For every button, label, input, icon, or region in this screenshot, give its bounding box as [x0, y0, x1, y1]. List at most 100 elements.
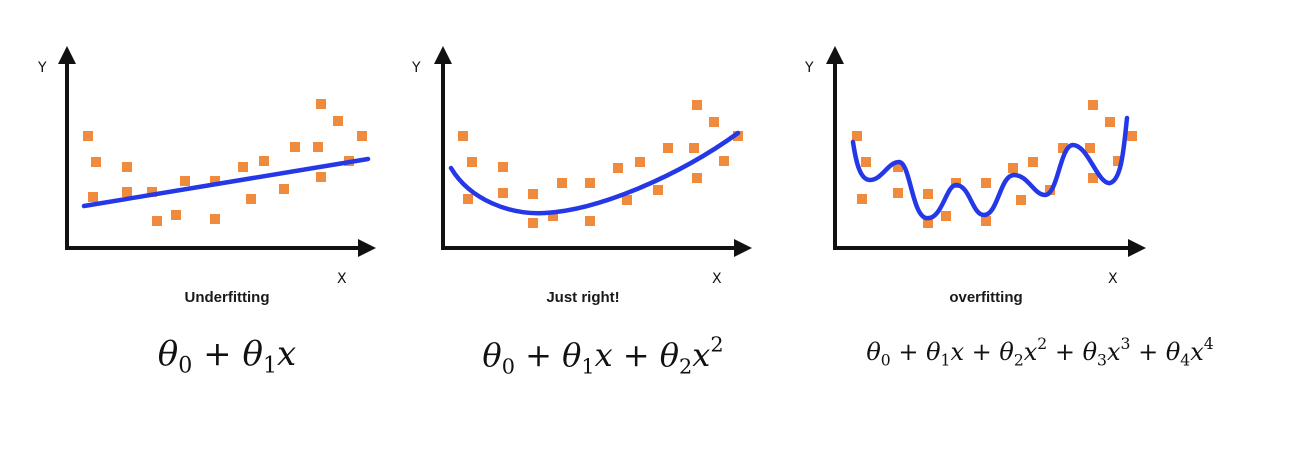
data-point — [548, 211, 558, 221]
data-point — [719, 156, 729, 166]
x-axis-label: X — [337, 271, 347, 287]
data-point — [180, 176, 190, 186]
data-point — [91, 157, 101, 167]
x-axis-label: X — [712, 271, 722, 287]
data-point — [635, 157, 645, 167]
formula-operator: + — [1130, 338, 1166, 366]
data-point — [1127, 131, 1137, 141]
x-axis-label: X — [1108, 271, 1118, 287]
data-point — [692, 100, 702, 110]
x-axis-arrow-icon — [358, 239, 376, 257]
formula-term: θ1x — [242, 334, 297, 379]
data-point — [1008, 163, 1018, 173]
data-point — [653, 185, 663, 195]
data-point — [1028, 157, 1038, 167]
data-point — [458, 131, 468, 141]
data-point — [893, 188, 903, 198]
y-axis-label: Y — [805, 60, 814, 76]
data-point — [238, 162, 248, 172]
data-point — [333, 116, 343, 126]
data-point — [313, 142, 323, 152]
fit-curve — [850, 115, 1130, 221]
data-point — [893, 162, 903, 172]
x-axis-arrow-icon — [1128, 239, 1146, 257]
data-point — [316, 99, 326, 109]
y-axis-label: Y — [412, 60, 421, 76]
data-point — [357, 131, 367, 141]
data-point — [210, 176, 220, 186]
y-axis-arrow-icon — [434, 46, 452, 64]
data-point — [557, 178, 567, 188]
data-point — [528, 218, 538, 228]
data-point — [692, 173, 702, 183]
formula-operator: + — [514, 336, 563, 374]
formula-term: θ1x — [562, 336, 613, 379]
fit-curve — [448, 130, 741, 216]
data-point — [152, 216, 162, 226]
data-point — [941, 211, 951, 221]
hypothesis-formula: θ0 + θ1x + θ2x2 — [482, 332, 724, 379]
formula-operator: + — [1047, 338, 1083, 366]
data-point — [861, 157, 871, 167]
data-point — [981, 216, 991, 226]
data-point — [259, 156, 269, 166]
data-point — [171, 210, 181, 220]
data-point — [923, 218, 933, 228]
data-point — [663, 143, 673, 153]
formula-term: θ0 — [866, 338, 891, 370]
data-point — [210, 214, 220, 224]
data-point — [1088, 173, 1098, 183]
data-point — [122, 187, 132, 197]
formula-operator: + — [890, 338, 927, 366]
data-point — [1058, 143, 1068, 153]
formula-operator: + — [192, 334, 243, 374]
formula-term: θ1x — [926, 338, 965, 370]
data-point — [122, 162, 132, 172]
data-point — [1088, 100, 1098, 110]
data-point — [585, 216, 595, 226]
formula-term: θ4x4 — [1165, 335, 1214, 370]
data-point — [498, 162, 508, 172]
data-point — [498, 188, 508, 198]
data-point — [709, 117, 719, 127]
y-axis-arrow-icon — [58, 46, 76, 64]
panel-caption: Just right! — [546, 289, 620, 306]
panel-caption: overfitting — [949, 289, 1023, 306]
data-point — [1016, 195, 1026, 205]
data-point — [88, 192, 98, 202]
data-point — [1105, 117, 1115, 127]
data-point — [613, 163, 623, 173]
formula-term: θ0 — [482, 336, 515, 379]
y-axis-arrow-icon — [826, 46, 844, 64]
data-point — [467, 157, 477, 167]
data-point — [689, 143, 699, 153]
data-point — [83, 131, 93, 141]
formula-operator: + — [964, 338, 1000, 366]
formula-term: θ2x2 — [659, 332, 724, 379]
formula-operator: + — [612, 336, 660, 374]
data-point — [733, 131, 743, 141]
formula-term: θ0 — [157, 334, 193, 379]
data-point — [1113, 156, 1123, 166]
data-point — [528, 189, 538, 199]
data-point — [981, 178, 991, 188]
data-point — [852, 131, 862, 141]
data-point — [463, 194, 473, 204]
formula-term: θ3x3 — [1082, 335, 1131, 370]
data-point — [290, 142, 300, 152]
hypothesis-formula: θ0 + θ1x — [157, 334, 297, 379]
data-point — [279, 184, 289, 194]
data-point — [147, 187, 157, 197]
data-point — [585, 178, 595, 188]
data-point — [1085, 143, 1095, 153]
data-point — [622, 195, 632, 205]
data-point — [857, 194, 867, 204]
hypothesis-formula: θ0 + θ1x + θ2x2 + θ3x3 + θ4x4 — [866, 335, 1214, 370]
formula-term: θ2x2 — [999, 335, 1048, 370]
data-point — [923, 189, 933, 199]
fit-curve — [81, 156, 371, 209]
y-axis-label: Y — [38, 60, 47, 76]
panel-caption: Underfitting — [184, 289, 270, 306]
